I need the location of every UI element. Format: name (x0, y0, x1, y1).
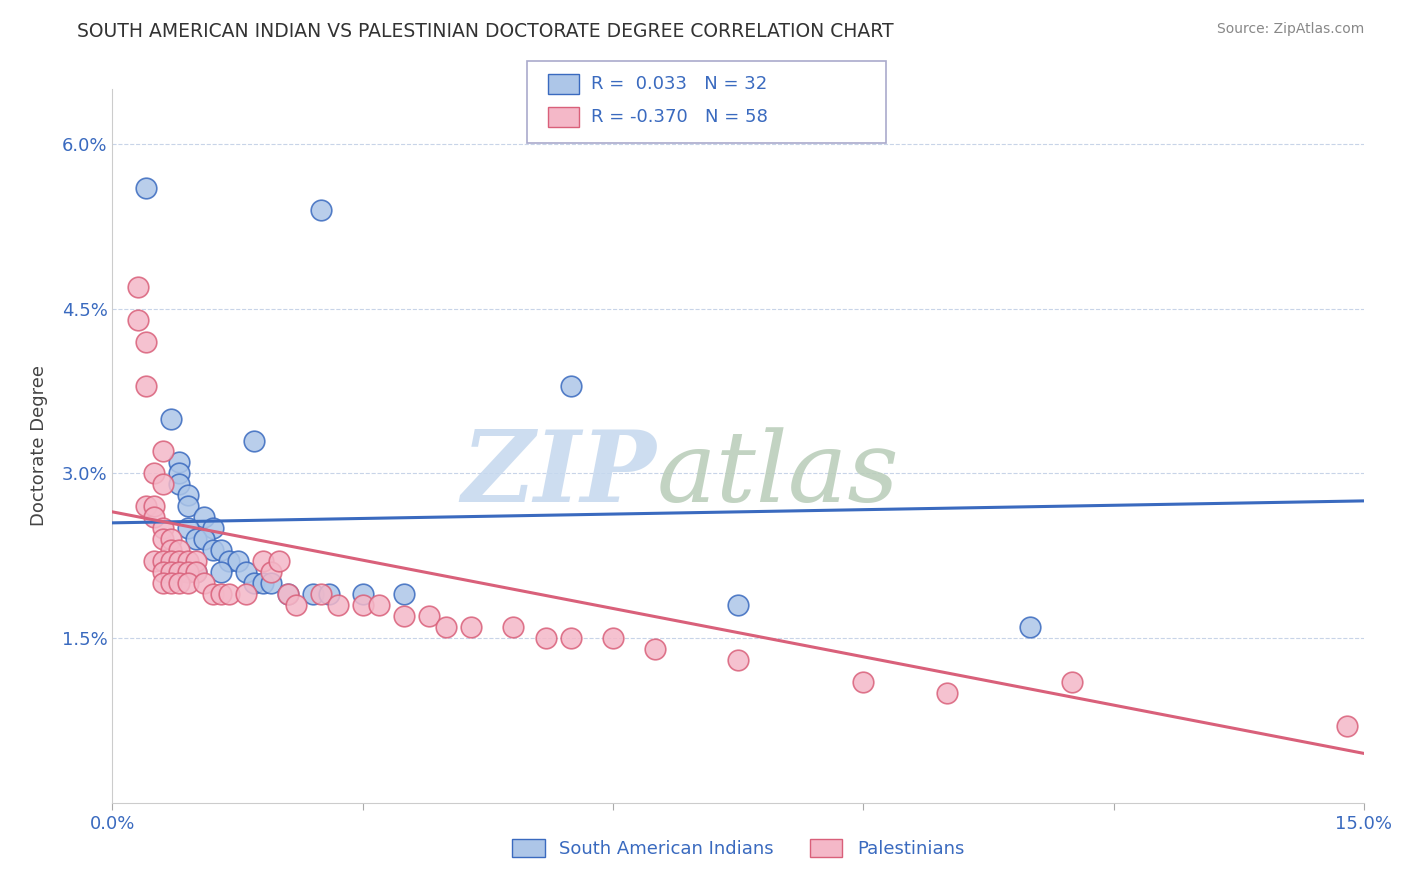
Point (1060, 675, 1083, 690)
Point (167, 566, 190, 580)
Text: Source: ZipAtlas.com: Source: ZipAtlas.com (1216, 22, 1364, 37)
Point (301, 587, 323, 601)
Point (143, 554, 166, 568)
Point (644, 642, 666, 657)
Point (727, 653, 749, 667)
Point (434, 620, 457, 634)
Point (152, 521, 174, 535)
Point (160, 543, 183, 558)
Point (152, 444, 174, 458)
Point (143, 500, 166, 514)
Text: R =  0.033   N = 32: R = 0.033 N = 32 (591, 75, 766, 93)
Point (1019, 620, 1042, 634)
Point (309, 587, 332, 601)
Point (260, 566, 283, 580)
Point (152, 554, 174, 568)
Text: R = -0.370   N = 58: R = -0.370 N = 58 (591, 108, 768, 126)
Point (209, 543, 232, 558)
Point (152, 477, 174, 491)
Text: atlas: atlas (657, 427, 900, 522)
Point (160, 566, 183, 580)
Point (218, 554, 240, 568)
Text: SOUTH AMERICAN INDIAN VS PALESTINIAN DOCTORATE DEGREE CORRELATION CHART: SOUTH AMERICAN INDIAN VS PALESTINIAN DOC… (77, 22, 894, 41)
Point (176, 576, 198, 591)
Point (143, 467, 166, 481)
Point (160, 533, 183, 547)
Point (160, 576, 183, 591)
Point (326, 598, 349, 612)
Point (394, 587, 416, 601)
Point (394, 609, 416, 624)
Point (285, 598, 308, 612)
Point (135, 500, 157, 514)
Point (252, 554, 274, 568)
Point (135, 334, 157, 349)
Point (602, 631, 624, 645)
Point (135, 181, 157, 195)
Point (201, 543, 224, 558)
Point (152, 533, 174, 547)
Point (176, 554, 198, 568)
Point (176, 500, 198, 514)
Point (277, 587, 299, 601)
Y-axis label: Doctorate Degree: Doctorate Degree (30, 366, 48, 526)
Point (460, 620, 482, 634)
Point (127, 312, 149, 326)
Point (160, 411, 183, 425)
Point (167, 543, 190, 558)
Point (209, 587, 232, 601)
Point (193, 510, 215, 524)
Text: ZIP: ZIP (461, 426, 657, 523)
Point (167, 576, 190, 591)
Point (560, 631, 582, 645)
Point (176, 566, 198, 580)
Point (318, 587, 340, 601)
Point (218, 587, 240, 601)
Point (184, 533, 207, 547)
Point (193, 533, 215, 547)
Point (727, 598, 749, 612)
Point (201, 521, 224, 535)
Point (209, 566, 232, 580)
Point (368, 598, 391, 612)
Point (352, 598, 374, 612)
Point (160, 554, 183, 568)
Point (243, 576, 266, 591)
Point (184, 554, 207, 568)
Point (852, 675, 875, 690)
Point (1336, 719, 1358, 733)
Legend: South American Indians, Palestinians: South American Indians, Palestinians (505, 831, 972, 865)
Point (536, 631, 558, 645)
Point (277, 587, 299, 601)
Point (352, 587, 374, 601)
Point (226, 554, 249, 568)
Point (309, 202, 332, 217)
Point (167, 477, 190, 491)
Point (243, 434, 266, 448)
Point (135, 378, 157, 392)
Point (167, 467, 190, 481)
Point (193, 576, 215, 591)
Point (252, 576, 274, 591)
Point (176, 521, 198, 535)
Point (260, 576, 283, 591)
Point (269, 554, 291, 568)
Point (152, 566, 174, 580)
Point (201, 587, 224, 601)
Point (560, 378, 582, 392)
Point (184, 566, 207, 580)
Point (418, 609, 440, 624)
Point (235, 587, 257, 601)
Point (152, 576, 174, 591)
Point (167, 554, 190, 568)
Point (167, 455, 190, 469)
Point (143, 510, 166, 524)
Point (502, 620, 524, 634)
Point (127, 280, 149, 294)
Point (935, 686, 957, 700)
Point (235, 566, 257, 580)
Point (176, 488, 198, 502)
Point (184, 566, 207, 580)
